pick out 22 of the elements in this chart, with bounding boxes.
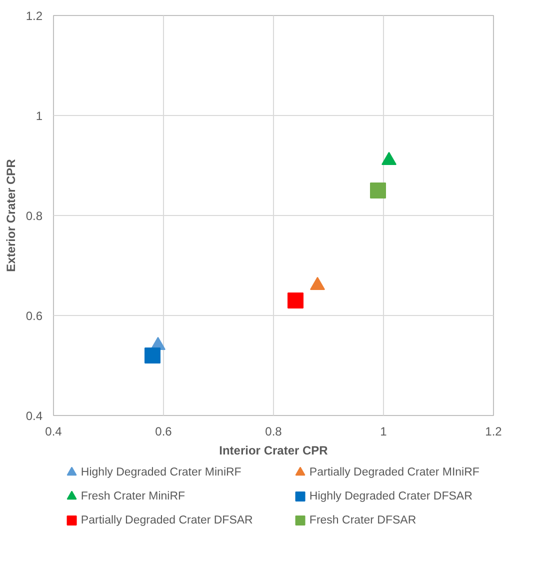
y-tick-label: 1.2 [26, 9, 43, 23]
legend-label: Fresh Crater MiniRF [80, 490, 186, 502]
legend-label: Partially Degraded Crater DFSAR [80, 514, 253, 526]
x-axis-title: Interior Crater CPR [219, 444, 328, 458]
point [310, 276, 325, 290]
x-tick-label: 1.2 [485, 424, 502, 438]
y-tick-label: 0.8 [26, 209, 43, 223]
legend-label: Fresh Crater DFSAR [309, 514, 416, 526]
point [382, 152, 396, 166]
x-tick-label: 0.8 [265, 424, 282, 438]
legend-label: Highly Degraded Crater DFSAR [309, 490, 472, 502]
legend-label: Partially Degraded Crater MIniRF [309, 466, 480, 478]
x-tick-label: 0.6 [155, 424, 172, 438]
y-tick-label: 1 [36, 109, 43, 123]
y-axis-title: Exterior Crater CPR [4, 158, 18, 272]
x-tick-label: 0.4 [45, 424, 62, 438]
point [288, 292, 304, 308]
x-tick-label: 1 [380, 424, 388, 438]
point [144, 348, 160, 364]
y-tick-label: 0.6 [26, 309, 43, 323]
legend-label: Highly Degraded Crater MiniRF [80, 466, 242, 478]
y-tick-label: 0.4 [26, 409, 43, 423]
